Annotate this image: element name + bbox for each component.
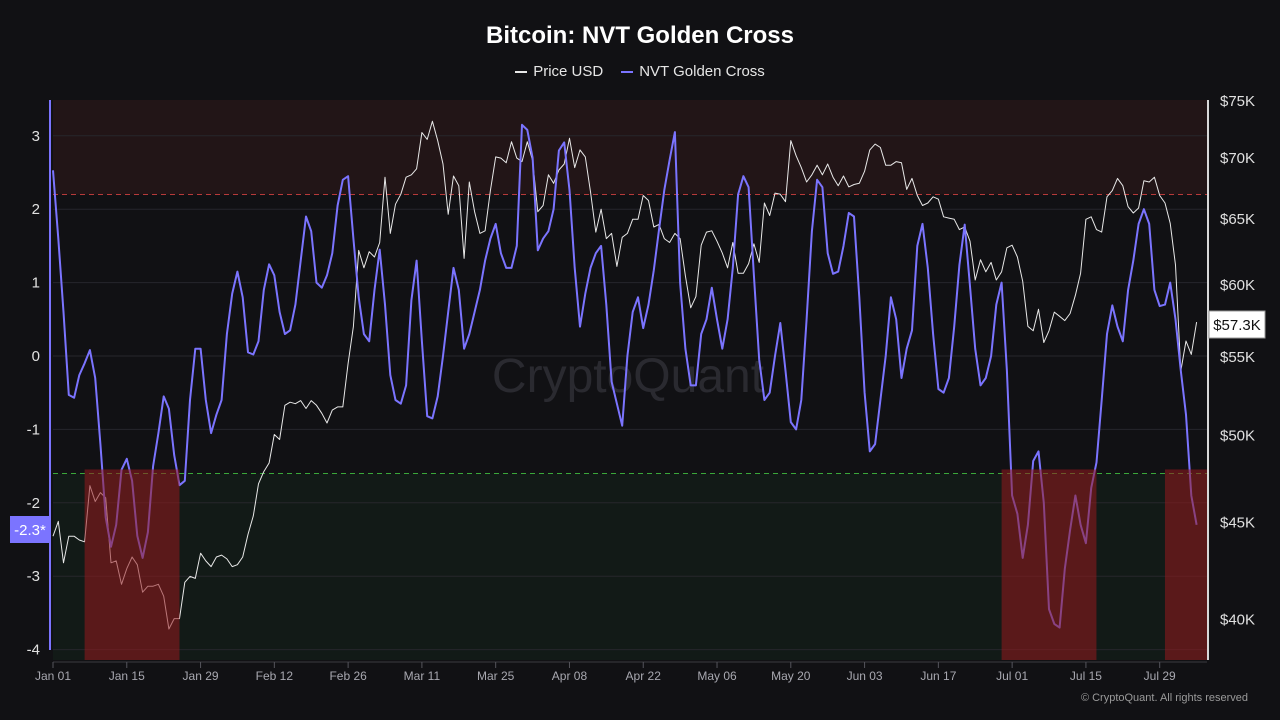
x-tick-label: Jan 29 xyxy=(183,669,219,683)
x-tick-label: Jun 03 xyxy=(847,669,883,683)
nvt-swatch xyxy=(621,70,634,73)
price-current-value: $57.3K xyxy=(1213,317,1261,334)
legend-label-price: Price USD xyxy=(533,63,604,80)
legend: Price USD NVT Golden Cross xyxy=(0,63,1280,80)
left-tick-label: 2 xyxy=(32,201,40,218)
nvt-line xyxy=(52,123,1198,629)
price-swatch xyxy=(515,70,528,73)
left-tick-label: 0 xyxy=(32,348,40,365)
x-tick-label: Jan 01 xyxy=(35,669,71,683)
right-tick-label: $60K xyxy=(1220,277,1255,294)
x-tick-label: Feb 12 xyxy=(256,669,294,683)
left-tick-label: 3 xyxy=(32,128,40,145)
chart-title: Bitcoin: NVT Golden Cross xyxy=(485,22,794,49)
right-tick-label: $55K xyxy=(1220,349,1255,366)
signal-highlight xyxy=(1164,469,1208,660)
overheated-zone xyxy=(53,100,1207,195)
x-tick-label: Jul 01 xyxy=(996,669,1028,683)
copyright: © CryptoQuant. All rights reserved xyxy=(1080,692,1248,704)
x-tick-label: May 06 xyxy=(697,669,737,683)
x-tick-label: Jul 29 xyxy=(1144,669,1176,683)
x-tick-label: Jul 15 xyxy=(1070,669,1102,683)
x-tick-label: Apr 22 xyxy=(626,669,662,683)
right-tick-label: $70K xyxy=(1220,150,1255,167)
price-line xyxy=(52,120,1198,630)
x-tick-label: Feb 26 xyxy=(329,669,367,683)
legend-item-nvt[interactable]: NVT Golden Cross xyxy=(621,63,765,80)
x-tick-label: Mar 11 xyxy=(404,669,441,683)
legend-label-nvt: NVT Golden Cross xyxy=(639,63,765,80)
x-tick-label: Jun 17 xyxy=(920,669,956,683)
left-tick-label: -4 xyxy=(27,642,40,659)
left-tick-label: -3 xyxy=(27,568,40,585)
x-tick-label: Jan 15 xyxy=(109,669,145,683)
x-tick-label: May 20 xyxy=(771,669,811,683)
nvt-current-value: -2.3* xyxy=(14,522,46,539)
signal-highlight xyxy=(84,469,180,660)
legend-item-price[interactable]: Price USD xyxy=(515,63,603,80)
left-tick-label: -1 xyxy=(27,421,40,438)
right-tick-label: $75K xyxy=(1220,93,1255,110)
nvt-current-badge xyxy=(10,516,50,543)
price-current-badge xyxy=(1208,310,1266,339)
right-tick-label: $45K xyxy=(1220,514,1255,531)
x-tick-label: Mar 25 xyxy=(477,669,515,683)
left-tick-label: 1 xyxy=(32,275,40,292)
right-tick-label: $65K xyxy=(1220,211,1255,228)
signal-highlight xyxy=(1001,469,1097,660)
right-tick-label: $50K xyxy=(1220,428,1255,445)
right-tick-label: $40K xyxy=(1220,612,1255,629)
left-tick-label: -2 xyxy=(27,495,40,512)
x-tick-label: Apr 08 xyxy=(552,669,588,683)
